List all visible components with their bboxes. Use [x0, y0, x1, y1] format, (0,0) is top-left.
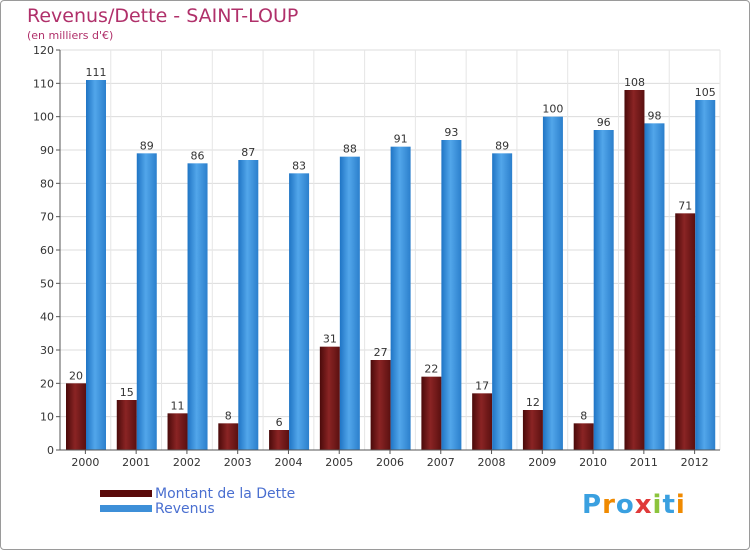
- legend-item-debt: Montant de la Dette: [100, 485, 296, 502]
- data-label-dette: 8: [580, 409, 587, 422]
- y-tick-label: 50: [40, 277, 54, 290]
- data-label-revenus: 100: [542, 103, 563, 116]
- logo-letter: i: [675, 490, 686, 520]
- logo-letter: x: [634, 490, 653, 520]
- proxiti-logo: Proxiti: [582, 490, 686, 520]
- bar-dette: [522, 410, 543, 450]
- legend-swatch-debt: [100, 490, 152, 497]
- x-tick-label: 2010: [579, 456, 607, 469]
- y-tick-label: 30: [40, 344, 54, 357]
- data-label-dette: 15: [120, 386, 134, 399]
- data-label-dette: 12: [526, 396, 540, 409]
- bar-dette: [675, 213, 696, 450]
- y-tick-label: 100: [33, 111, 54, 124]
- bars-layer: [66, 80, 716, 451]
- legend-swatch-revenus: [100, 505, 152, 512]
- data-label-dette: 6: [276, 416, 283, 429]
- bar-dette: [167, 413, 188, 450]
- x-tick-label: 2012: [681, 456, 709, 469]
- data-label-dette: 8: [225, 409, 232, 422]
- bar-dette: [370, 360, 391, 450]
- bar-dette: [218, 423, 239, 450]
- data-label-revenus: 89: [140, 139, 154, 152]
- x-tick-label: 2002: [173, 456, 201, 469]
- bar-revenus: [593, 130, 614, 450]
- bar-revenus: [136, 153, 157, 451]
- bar-revenus: [339, 156, 360, 450]
- bar-revenus: [542, 116, 563, 451]
- logo-letter: i: [652, 490, 663, 520]
- bar-dette: [116, 400, 137, 450]
- bar-revenus: [441, 140, 462, 450]
- x-tick-label: 2003: [224, 456, 252, 469]
- bar-revenus: [238, 160, 259, 450]
- x-tick-label: 2000: [71, 456, 99, 469]
- x-tick-label: 2008: [478, 456, 506, 469]
- bar-revenus: [492, 153, 513, 451]
- data-label-dette: 17: [475, 379, 489, 392]
- data-label-revenus: 87: [241, 146, 255, 159]
- y-tick-label: 10: [40, 411, 54, 424]
- data-label-dette: 71: [678, 199, 692, 212]
- x-tick-label: 2011: [630, 456, 658, 469]
- x-tick-label: 2001: [122, 456, 150, 469]
- legend: Montant de la Dette Revenus: [100, 485, 296, 517]
- data-label-revenus: 89: [495, 139, 509, 152]
- bar-dette: [319, 346, 340, 450]
- chart-title: Revenus/Dette - SAINT-LOUP: [27, 5, 299, 27]
- legend-label-debt: Montant de la Dette: [155, 485, 296, 502]
- data-label-revenus: 86: [191, 149, 205, 162]
- data-label-dette: 27: [374, 346, 388, 359]
- bar-dette: [573, 423, 594, 450]
- data-label-revenus: 96: [597, 116, 611, 129]
- data-label-dette: 11: [171, 399, 185, 412]
- legend-item-revenus: Revenus: [100, 500, 295, 517]
- data-label-dette: 31: [323, 333, 337, 346]
- bar-revenus: [644, 123, 665, 450]
- data-label-dette: 22: [424, 363, 438, 376]
- axes-layer: [56, 49, 720, 454]
- logo-letter: r: [602, 490, 616, 520]
- y-tick-label: 0: [47, 444, 54, 457]
- data-label-dette: 20: [69, 369, 83, 382]
- y-tick-label: 90: [40, 144, 54, 157]
- bar-revenus: [86, 80, 106, 450]
- labels-layer: 0 10 20 30 40 50 60 70 80 90 100 110 120 20 111 2000 15 8…: [33, 44, 716, 469]
- bar-dette: [269, 430, 290, 450]
- data-label-revenus: 88: [343, 143, 357, 156]
- y-tick-label: 40: [40, 311, 54, 324]
- data-label-revenus: 111: [86, 66, 107, 79]
- x-tick-label: 2009: [528, 456, 556, 469]
- y-tick-label: 20: [40, 377, 54, 390]
- logo-letter: t: [662, 490, 676, 520]
- data-label-revenus: 83: [292, 159, 306, 172]
- logo-letter: P: [582, 490, 603, 520]
- bar-dette: [66, 383, 86, 450]
- chart-subtitle: (en milliers d'€): [27, 29, 114, 42]
- bar-revenus: [695, 100, 716, 450]
- data-label-dette: 108: [624, 76, 645, 89]
- y-tick-label: 80: [40, 177, 54, 190]
- y-tick-label: 70: [40, 211, 54, 224]
- logo-letter: o: [615, 490, 635, 520]
- x-tick-label: 2004: [274, 456, 302, 469]
- x-tick-label: 2007: [427, 456, 455, 469]
- y-tick-label: 60: [40, 244, 54, 257]
- data-label-revenus: 105: [695, 86, 716, 99]
- bar-revenus: [187, 163, 208, 451]
- y-tick-label: 120: [33, 44, 54, 57]
- data-label-revenus: 98: [647, 109, 661, 122]
- x-tick-label: 2006: [376, 456, 404, 469]
- bar-dette: [624, 90, 645, 450]
- y-tick-label: 110: [33, 77, 54, 90]
- bar-revenus: [390, 146, 411, 450]
- bar-dette: [472, 393, 493, 450]
- x-tick-label: 2005: [325, 456, 353, 469]
- bar-revenus: [289, 173, 310, 451]
- bar-dette: [421, 376, 442, 450]
- legend-label-revenus: Revenus: [155, 500, 215, 517]
- data-label-revenus: 93: [444, 126, 458, 139]
- data-label-revenus: 91: [394, 133, 408, 146]
